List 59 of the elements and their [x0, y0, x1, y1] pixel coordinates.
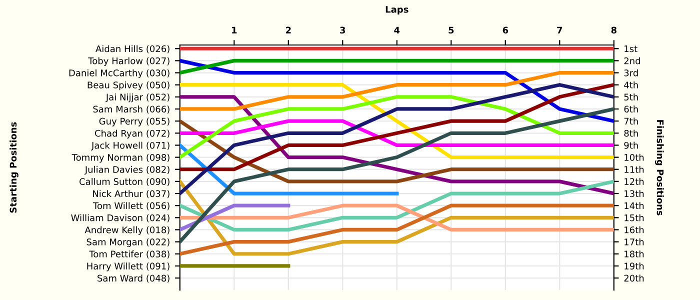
y2-tick-label: 12th: [624, 178, 644, 185]
line-series: [180, 180, 614, 256]
category-label: Sam Marsh (066): [93, 106, 170, 114]
line-series: [180, 58, 614, 123]
y2-axis-title: Finishing Positions: [655, 120, 664, 216]
category-label: Chad Ryan (072): [95, 130, 170, 138]
y2-tick-label: 16th: [624, 226, 644, 234]
category-label: Jai Nijjar (052): [105, 93, 170, 102]
category-label: Guy Perry (055): [99, 118, 170, 126]
y2-tick-label: 6th: [624, 106, 638, 113]
category-label: Julian Davies (082): [84, 166, 170, 175]
x-tick-label: 6: [502, 26, 508, 34]
y2-tick-label: 14th: [624, 202, 644, 210]
y2-tick-label: 5th: [624, 93, 638, 100]
y2-tick-label: 9th: [624, 142, 638, 149]
category-label: Nick Arthur (037): [93, 190, 170, 198]
category-label: Beau Spivey (050): [88, 81, 170, 90]
line-series: [180, 119, 614, 184]
x-tick-label: 7: [557, 26, 562, 34]
y2-tick-label: 20th: [624, 274, 644, 282]
y2-tick-label: 15th: [624, 214, 644, 222]
y2-tick-label: 1st: [624, 45, 638, 52]
y2-tick-label: 19th: [624, 262, 644, 270]
x-tick-label: 1: [232, 26, 237, 34]
x-tick-label: 3: [340, 26, 346, 34]
y2-tick-label: 13th: [624, 190, 644, 198]
line-series: [180, 70, 614, 111]
category-label: Sam Morgan (022): [86, 238, 170, 248]
category-label: Jack Howell (071): [91, 142, 170, 150]
category-label: Tom Pettifer (038): [89, 250, 170, 258]
y2-tick-label: 18th: [624, 250, 644, 258]
y2-tick-label: 8th: [624, 130, 638, 137]
x-axis-title: Laps: [386, 6, 408, 15]
line-series: [180, 95, 614, 160]
category-label: Harry Willett (091): [87, 262, 170, 272]
category-label: Daniel McCarthy (030): [69, 69, 170, 78]
category-label: Tom Willett (056): [92, 202, 170, 210]
category-label: William Davison (024): [71, 214, 170, 222]
y2-tick-label: 4th: [624, 81, 638, 88]
y2-tick-label: 11th: [624, 166, 644, 173]
x-tick-label: 5: [448, 26, 454, 34]
y2-tick-label: 17th: [624, 238, 644, 246]
category-label: Callum Sutton (090): [80, 178, 170, 186]
x-tick-label: 4: [394, 26, 400, 34]
category-label: Aidan Hills (026): [96, 45, 170, 54]
category-label: Tommy Norman (098): [72, 154, 170, 163]
line-series: [180, 107, 614, 244]
category-label: Sam Ward (048): [98, 274, 170, 283]
y2-tick-label: 10th: [624, 154, 644, 161]
y2-tick-label: 7th: [624, 118, 638, 124]
x-tick-label: 2: [286, 26, 291, 34]
x-tick-label: 8: [611, 26, 616, 34]
y2-tick-label: 3rd: [624, 69, 638, 76]
text: Starting Positions: [10, 122, 18, 213]
line-series: [180, 204, 614, 256]
line-series: [180, 180, 614, 232]
category-label: Toby Harlow (027): [88, 57, 170, 66]
y2-tick-label: 2nd: [624, 57, 640, 64]
category-label: Andrew Kelly (018): [84, 226, 170, 236]
